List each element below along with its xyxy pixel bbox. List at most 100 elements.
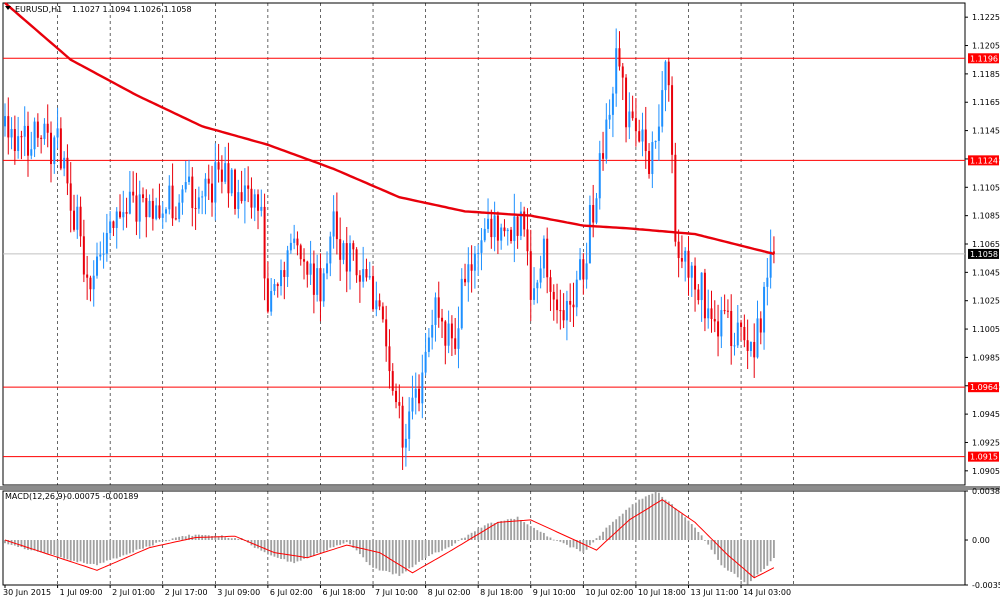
candle-bear[interactable]: [266, 261, 269, 314]
candle-bull[interactable]: [424, 333, 427, 376]
candle-bear[interactable]: [263, 193, 266, 301]
candle-bull[interactable]: [53, 135, 56, 174]
candle-bear[interactable]: [713, 300, 716, 333]
candle-bear[interactable]: [335, 192, 338, 255]
candle-bear[interactable]: [674, 142, 677, 247]
candle-bull[interactable]: [421, 354, 424, 419]
candle-bear[interactable]: [667, 57, 670, 102]
candle-bull[interactable]: [769, 229, 772, 289]
candle-bear[interactable]: [385, 305, 388, 362]
candle-bear[interactable]: [562, 293, 565, 329]
candle-bear[interactable]: [299, 243, 302, 266]
macd-layer[interactable]: [4, 491, 775, 585]
candle-bull[interactable]: [513, 193, 516, 263]
candle-bear[interactable]: [135, 172, 138, 236]
candle-bear[interactable]: [717, 304, 720, 357]
candle-bear[interactable]: [687, 236, 690, 296]
candle-bull[interactable]: [161, 201, 164, 229]
candle-bull[interactable]: [536, 279, 539, 304]
candle-bear[interactable]: [753, 323, 756, 378]
candle-bull[interactable]: [661, 71, 664, 133]
candle-bull[interactable]: [615, 28, 618, 107]
moving-average-line[interactable]: [4, 2, 775, 256]
candle-bull[interactable]: [237, 179, 240, 219]
candle-bear[interactable]: [119, 194, 122, 219]
candle-bear[interactable]: [125, 197, 128, 228]
candle-bear[interactable]: [677, 229, 680, 278]
candle-bear[interactable]: [496, 211, 499, 255]
candle-bear[interactable]: [220, 155, 223, 194]
candle-bull[interactable]: [128, 170, 131, 215]
candle-bull[interactable]: [733, 332, 736, 356]
candle-bull[interactable]: [188, 159, 191, 185]
candle-bull[interactable]: [427, 328, 430, 358]
candle-bear[interactable]: [312, 250, 315, 314]
candle-bull[interactable]: [408, 397, 411, 451]
candle-bull[interactable]: [605, 103, 608, 164]
candle-bear[interactable]: [644, 106, 647, 169]
candle-bear[interactable]: [437, 281, 440, 328]
candle-bull[interactable]: [115, 207, 118, 249]
candle-bull[interactable]: [585, 242, 588, 289]
candle-bear[interactable]: [743, 314, 746, 348]
candle-bear[interactable]: [694, 257, 697, 312]
candle-bull[interactable]: [595, 192, 598, 225]
candle-bear[interactable]: [470, 245, 473, 293]
candle-bear[interactable]: [234, 168, 237, 215]
candle-bull[interactable]: [224, 146, 227, 185]
candle-bull[interactable]: [280, 259, 283, 296]
candle-bull[interactable]: [763, 281, 766, 350]
candle-bull[interactable]: [720, 296, 723, 349]
candle-bear[interactable]: [352, 240, 355, 261]
candle-bear[interactable]: [703, 268, 706, 332]
candle-bear[interactable]: [89, 275, 92, 302]
candle-bear[interactable]: [247, 166, 250, 203]
candle-bear[interactable]: [276, 282, 279, 298]
candle-bear[interactable]: [303, 248, 306, 280]
candle-bull[interactable]: [447, 310, 450, 354]
candle-bear[interactable]: [638, 119, 641, 143]
candle-bull[interactable]: [483, 218, 486, 243]
candle-bull[interactable]: [293, 224, 296, 250]
candle-bear[interactable]: [59, 117, 62, 171]
candle-bear[interactable]: [171, 163, 174, 226]
candle-bear[interactable]: [523, 206, 526, 237]
candle-bull[interactable]: [608, 99, 611, 129]
candle-bull[interactable]: [329, 231, 332, 277]
candle-bull[interactable]: [500, 223, 503, 250]
candle-bull[interactable]: [493, 201, 496, 252]
candle-bull[interactable]: [651, 131, 654, 189]
candle-bull[interactable]: [4, 103, 6, 137]
candle-bull[interactable]: [43, 118, 46, 145]
candle-bull[interactable]: [270, 277, 273, 316]
candle-bear[interactable]: [546, 227, 549, 294]
candle-bull[interactable]: [197, 186, 200, 214]
candle-bear[interactable]: [132, 171, 135, 203]
candle-bear[interactable]: [450, 315, 453, 356]
candle-bull[interactable]: [63, 151, 66, 177]
candle-bear[interactable]: [207, 164, 210, 200]
candle-bull[interactable]: [404, 423, 407, 467]
candle-bull[interactable]: [375, 281, 378, 317]
candle-bear[interactable]: [549, 269, 552, 312]
candle-bear[interactable]: [559, 289, 562, 330]
candle-bear[interactable]: [490, 209, 493, 249]
candle-bull[interactable]: [99, 241, 102, 261]
candle-bear[interactable]: [401, 396, 404, 470]
pane-separator[interactable]: [0, 486, 1000, 490]
candle-bull[interactable]: [102, 232, 105, 269]
candle-bear[interactable]: [112, 220, 115, 237]
candle-bull[interactable]: [349, 235, 352, 290]
candle-bear[interactable]: [602, 131, 605, 171]
candle-bull[interactable]: [736, 304, 739, 349]
candle-bull[interactable]: [749, 341, 752, 357]
candle-bull[interactable]: [286, 245, 289, 287]
candle-bull[interactable]: [109, 211, 112, 240]
candle-bull[interactable]: [230, 168, 233, 197]
candle-bear[interactable]: [283, 261, 286, 300]
candle-bull[interactable]: [322, 268, 325, 307]
candle-bull[interactable]: [460, 268, 463, 330]
candle-bear[interactable]: [66, 144, 69, 196]
candle-bear[interactable]: [618, 31, 621, 71]
candle-bull[interactable]: [411, 375, 414, 420]
